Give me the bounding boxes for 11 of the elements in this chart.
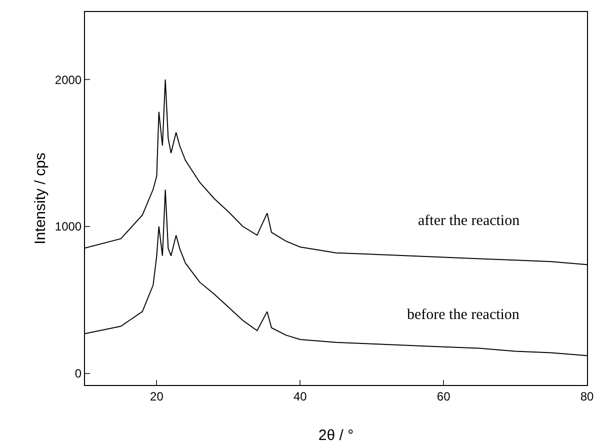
y-tick-label: 1000 bbox=[54, 220, 82, 234]
series-label: before the reaction bbox=[407, 307, 520, 323]
x-tick-label: 80 bbox=[580, 389, 594, 404]
series-label: after the reaction bbox=[418, 213, 520, 229]
y-tick-label: 2000 bbox=[54, 72, 82, 87]
y-tick-label: 0 bbox=[74, 366, 82, 380]
x-tick-label: 20 bbox=[150, 389, 164, 404]
x-axis-title: 2θ / ° bbox=[318, 427, 354, 444]
x-tick-label: 40 bbox=[293, 389, 308, 404]
x-tick-label: 60 bbox=[436, 389, 451, 404]
y-axis-title: Intensity / cps bbox=[32, 152, 49, 244]
